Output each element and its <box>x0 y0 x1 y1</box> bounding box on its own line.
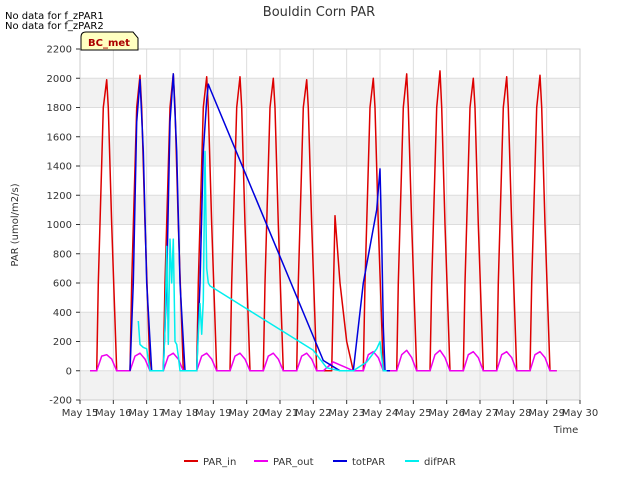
x-tick-label: May 30 <box>562 408 599 419</box>
y-axis-label: PAR (umol/m2/s) <box>10 183 21 266</box>
x-tick-label: May 25 <box>395 408 432 419</box>
x-tick-label: May 15 <box>62 408 99 419</box>
x-tick-label: May 20 <box>228 408 265 419</box>
y-tick-label: 800 <box>53 249 72 260</box>
x-tick-label: May 16 <box>95 408 132 419</box>
series-line-par-out <box>90 349 557 372</box>
bc-met-label: BC_met <box>88 38 130 49</box>
y-tick-label: 2000 <box>47 74 72 85</box>
y-tick-label: 2200 <box>47 45 72 56</box>
legend: PAR_in PAR_out totPAR difPAR <box>184 457 456 468</box>
y-tick-label: 0 <box>66 366 72 377</box>
x-tick-label: May 29 <box>528 408 565 419</box>
background-band <box>80 78 580 108</box>
background-band <box>80 312 580 342</box>
y-tick-label: 600 <box>53 279 72 290</box>
y-tick-label: 400 <box>53 308 72 319</box>
background-band <box>80 136 580 166</box>
y-tick-label: 1200 <box>47 191 72 202</box>
bc-met-box-shape <box>80 31 139 51</box>
legend-label: totPAR <box>352 457 385 468</box>
x-tick-label: May 23 <box>328 408 365 419</box>
series-layer <box>90 70 557 372</box>
y-axis-ticks: -200 0 200 400 600 800 1000 1200 1400 1600 1800 200… <box>47 45 80 407</box>
legend-label: difPAR <box>424 457 456 468</box>
chart-title: Bouldin Corn PAR <box>263 5 375 20</box>
x-tick-label: May 17 <box>128 408 165 419</box>
x-tick-label: May 22 <box>295 408 332 419</box>
x-tick-label: May 24 <box>362 408 399 419</box>
legend-label: PAR_in <box>203 457 236 468</box>
series-line-difpar <box>137 150 387 372</box>
y-tick-label: 1600 <box>47 132 72 143</box>
x-tick-label: May 28 <box>495 408 532 419</box>
x-axis-label: Time <box>553 425 578 436</box>
x-tick-label: May 21 <box>262 408 299 419</box>
legend-label: PAR_out <box>273 457 314 468</box>
background-band <box>80 195 580 225</box>
y-tick-label: 200 <box>53 337 72 348</box>
bc-met-box: BC_met <box>80 31 139 51</box>
x-tick-label: May 27 <box>462 408 499 419</box>
y-tick-label: -200 <box>49 396 72 407</box>
y-tick-label: 1400 <box>47 162 72 173</box>
x-tick-label: May 19 <box>195 408 232 419</box>
background-band <box>80 370 580 400</box>
background-band <box>80 253 580 283</box>
x-tick-label: May 18 <box>162 408 199 419</box>
y-tick-label: 1000 <box>47 220 72 231</box>
no-data-note-1: No data for f_zPAR1 <box>5 11 104 22</box>
x-tick-label: May 26 <box>428 408 465 419</box>
y-tick-label: 1800 <box>47 103 72 114</box>
no-data-note-2: No data for f_zPAR2 <box>5 21 104 32</box>
